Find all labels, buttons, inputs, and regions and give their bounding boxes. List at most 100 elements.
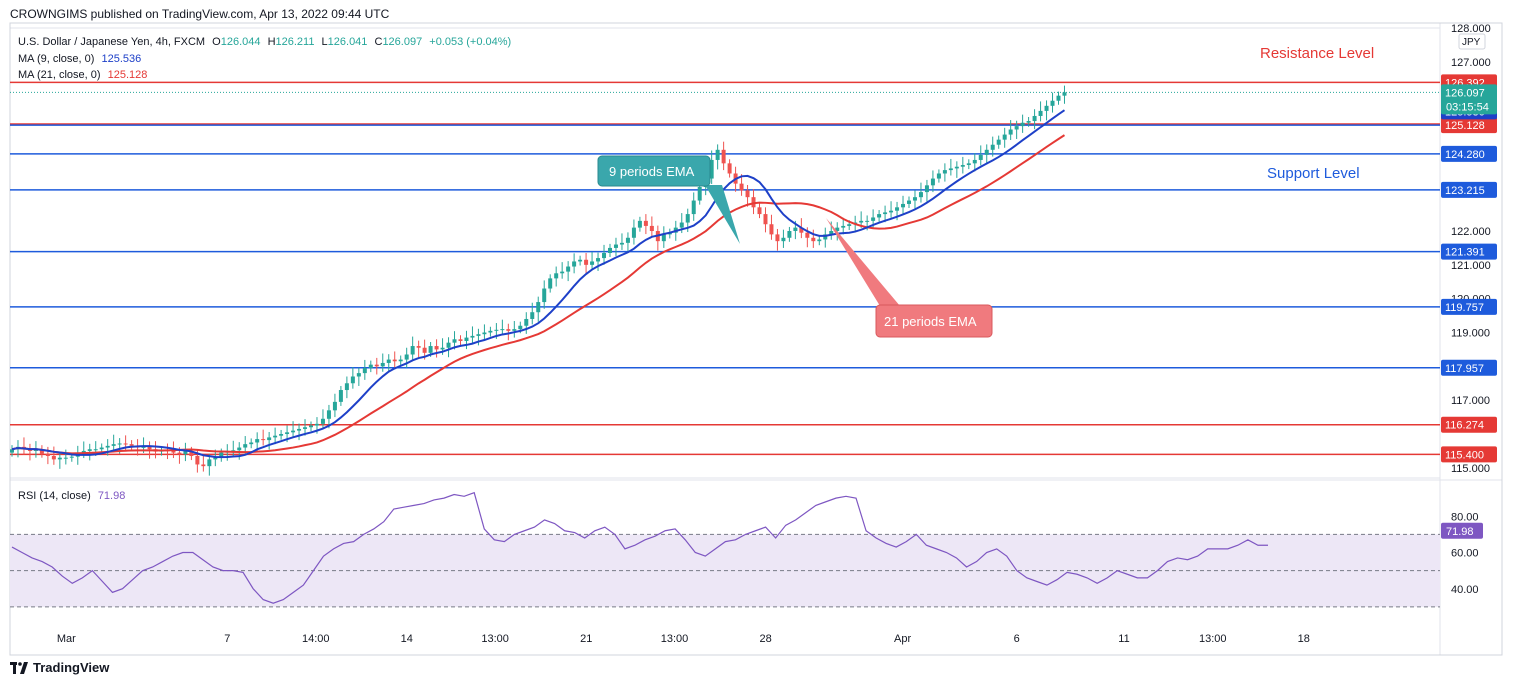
rsi-value: 71.98: [97, 490, 126, 502]
candle-body: [10, 449, 14, 453]
candle-body: [51, 456, 56, 460]
candle-body: [942, 170, 947, 174]
candle-body: [123, 443, 128, 445]
candle-body: [649, 225, 654, 232]
candle-body: [602, 253, 607, 259]
rsi-tick-label: 40.00: [1451, 584, 1479, 596]
candle-body: [243, 444, 248, 448]
candle-body: [428, 346, 433, 353]
candle-body: [1014, 126, 1019, 130]
price-tick-label: 122.000: [1451, 226, 1491, 238]
candle-body: [398, 359, 403, 362]
candle-body: [518, 325, 523, 330]
currency-button[interactable]: [1458, 33, 1486, 50]
candle-body: [978, 154, 983, 160]
candle-body: [494, 329, 499, 331]
candle-body: [691, 200, 696, 215]
time-tick-label: 6: [1014, 633, 1020, 645]
ema21-callout-label: 21 periods EMA: [884, 314, 977, 329]
change-value: +0.053 (+0.04%): [429, 36, 512, 48]
candle-body: [811, 237, 816, 242]
candle-body: [374, 364, 379, 367]
candle-body: [344, 383, 349, 391]
candle-body: [452, 339, 457, 343]
candle-body: [596, 258, 601, 262]
support-axis-label-bg: [1441, 298, 1497, 315]
candle-body: [446, 342, 451, 348]
ma9-line: [11, 109, 1066, 459]
high-label: H: [267, 36, 276, 48]
candle-body: [362, 368, 367, 374]
candle-body: [907, 200, 911, 204]
chart-border: [9, 22, 1503, 656]
candle-body: [799, 227, 804, 233]
support-axis-label-bg: [1441, 181, 1497, 198]
candle-body: [548, 278, 553, 289]
candle-body: [87, 449, 92, 451]
candle-body: [865, 220, 870, 222]
candle-body: [482, 332, 487, 335]
support-axis-label-bg: [1441, 243, 1497, 260]
candle-body: [590, 261, 595, 265]
candle-body: [781, 237, 786, 242]
candle-body: [27, 449, 32, 451]
ema9-callout-pointer: [705, 185, 740, 244]
candle-body: [751, 197, 756, 208]
candle-body: [996, 139, 1001, 145]
candle-body: [105, 445, 110, 448]
candle-body: [207, 459, 212, 467]
candle-body: [584, 259, 589, 265]
candle-body: [219, 452, 224, 458]
time-tick-label: 14:00: [302, 633, 330, 645]
candle-body: [972, 159, 977, 164]
candle-body: [422, 347, 427, 353]
candle-body: [338, 390, 343, 402]
candle-body: [267, 437, 272, 441]
candle-body: [458, 339, 463, 341]
candle-body: [1056, 95, 1061, 101]
symbol-title[interactable]: U.S. Dollar / Japanese Yen, 4h, FXCM: [18, 36, 206, 48]
footer-brand[interactable]: TradingView: [10, 660, 109, 675]
support-axis-label: 117.957: [1445, 363, 1484, 375]
resistance-axis-label-bg: [1441, 446, 1497, 463]
price-tick-label: 128.000: [1451, 23, 1491, 35]
candle-body: [291, 430, 296, 433]
ema9-callout-box: [597, 155, 711, 187]
candle-body: [171, 450, 176, 453]
candle-body: [643, 220, 648, 226]
rsi-legend[interactable]: RSI (14, close) 71.98: [18, 490, 129, 502]
candle-body: [1062, 92, 1067, 96]
support-annotation: Support Level: [1267, 165, 1360, 182]
candle-body: [111, 444, 116, 446]
candle-body: [524, 318, 529, 326]
time-tick-label: 13:00: [481, 633, 509, 645]
candle-body: [285, 432, 290, 435]
candle-body: [954, 166, 959, 169]
candle-body: [578, 259, 583, 262]
ma9-value: 125.536: [101, 53, 142, 65]
candle-body: [440, 347, 445, 350]
candle-body: [727, 163, 732, 174]
ma9-legend[interactable]: MA (9, close, 0) 125.536: [18, 53, 145, 65]
candle-body: [392, 359, 397, 362]
candle-body: [769, 224, 774, 235]
ma21-legend[interactable]: MA (21, close, 0) 125.128: [18, 69, 151, 81]
candle-body: [63, 457, 68, 459]
candle-body: [679, 222, 684, 228]
candle-body: [314, 423, 319, 426]
candle-body: [255, 439, 260, 443]
candle-body: [141, 446, 146, 448]
candle-body: [279, 434, 284, 436]
candle-body: [841, 225, 846, 228]
rsi-line: [11, 491, 1268, 604]
candle-body: [368, 364, 373, 369]
candle-body: [201, 464, 206, 467]
candle-body: [530, 312, 535, 319]
candle-body: [99, 447, 104, 450]
time-tick-label: 14: [401, 633, 413, 645]
candle-body: [877, 214, 882, 218]
candle-body: [608, 247, 612, 253]
resistance-annotation: Resistance Level: [1260, 45, 1374, 62]
symbol-legend: U.S. Dollar / Japanese Yen, 4h, FXCM O12…: [18, 36, 515, 48]
